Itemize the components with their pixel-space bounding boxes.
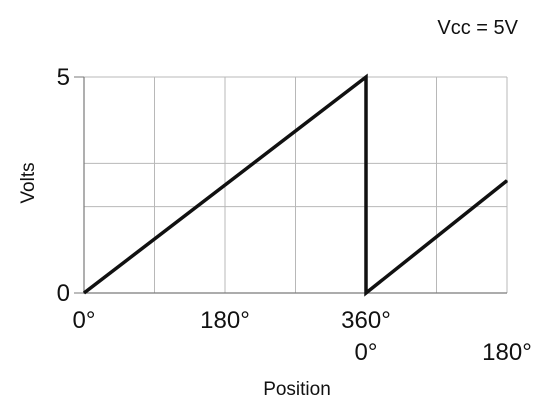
x-tick-label: 0° xyxy=(355,339,378,366)
series-line-group xyxy=(82,73,509,297)
x-tick-label: 180° xyxy=(482,339,532,366)
y-axis-label: Volts xyxy=(18,162,39,203)
x-tick-label: 180° xyxy=(200,307,250,334)
data-point xyxy=(365,76,367,78)
data-point xyxy=(83,292,85,294)
supply-voltage-annotation: Vcc = 5V xyxy=(437,17,518,39)
y-tick-label: 5 xyxy=(57,64,70,91)
x-axis-label: Position xyxy=(263,379,331,400)
tick-labels: 0 5 0° 180° 360° 0° 180° xyxy=(57,64,532,366)
x-tick-label: 360° xyxy=(341,307,391,334)
data-point xyxy=(365,292,367,294)
sawtooth-voltage-line xyxy=(82,73,509,297)
chart-axes xyxy=(74,76,507,294)
data-point xyxy=(506,180,508,182)
grid-lines xyxy=(84,76,508,294)
x-tick-label: 0° xyxy=(73,307,96,334)
y-tick-label: 0 xyxy=(57,280,70,307)
